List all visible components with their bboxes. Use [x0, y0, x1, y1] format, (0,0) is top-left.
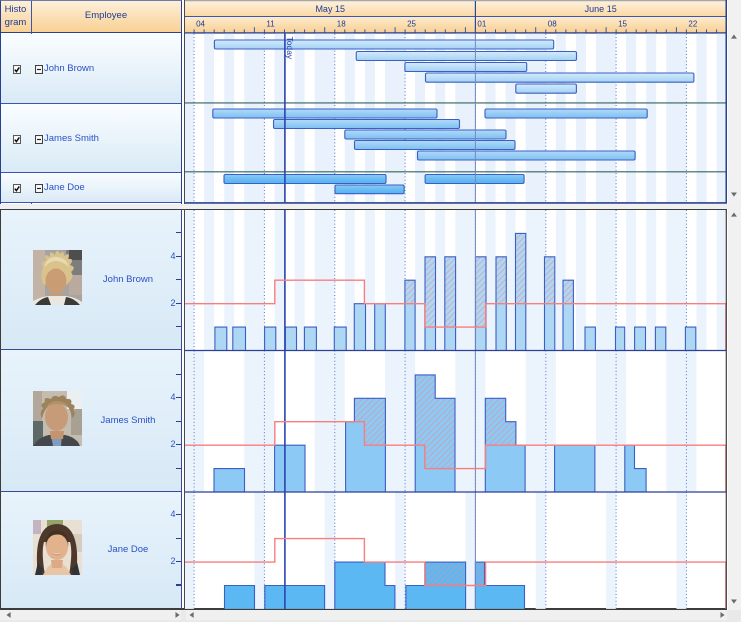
svg-text:25: 25	[407, 19, 416, 28]
svg-text:June 15: June 15	[585, 4, 617, 14]
svg-text:May 15: May 15	[315, 4, 345, 14]
svg-text:11: 11	[266, 19, 275, 28]
svg-text:22: 22	[688, 19, 697, 28]
svg-text:01: 01	[477, 19, 486, 28]
svg-text:Today: Today	[285, 37, 295, 60]
svg-text:04: 04	[196, 19, 205, 28]
svg-text:18: 18	[337, 19, 346, 28]
svg-text:08: 08	[548, 19, 557, 28]
svg-text:15: 15	[618, 19, 627, 28]
